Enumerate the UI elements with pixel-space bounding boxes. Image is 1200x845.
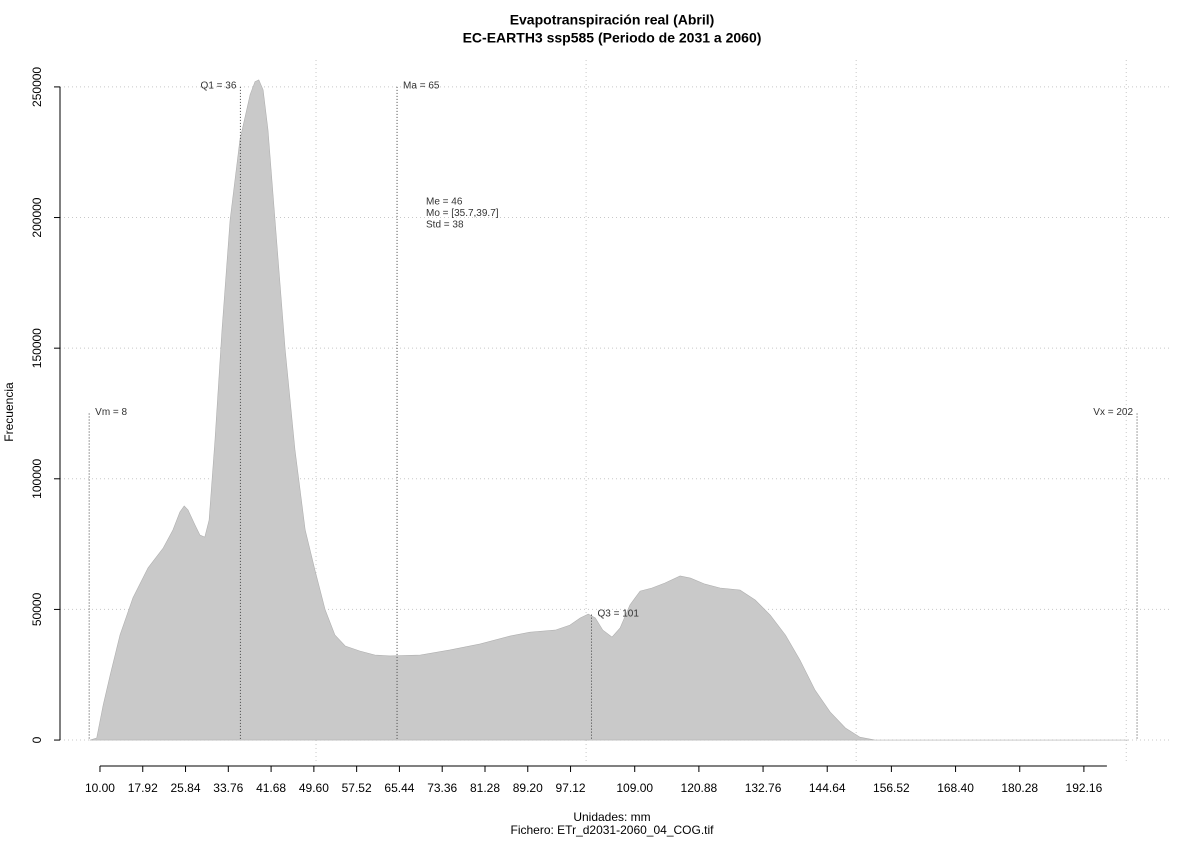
x-tick-label: 33.76 <box>213 781 243 795</box>
x-tick-label: 49.60 <box>299 781 329 795</box>
x-tick-label: 81.28 <box>470 781 500 795</box>
x-tick-label: 57.52 <box>342 781 372 795</box>
y-tick-label: 200000 <box>30 197 44 237</box>
x-tick-label: 109.00 <box>616 781 653 795</box>
y-axis-label: Frecuencia <box>2 382 16 442</box>
x-tick-label: 156.52 <box>873 781 910 795</box>
x-tick-label: 97.12 <box>556 781 586 795</box>
chart-subtitle: EC-EARTH3 ssp585 (Periodo de 2031 a 2060… <box>463 30 762 46</box>
x-tick-label: 192.16 <box>1066 781 1103 795</box>
marker-label: Vm = 8 <box>95 407 127 418</box>
x-tick-label: 132.76 <box>745 781 782 795</box>
density-area <box>89 79 1129 741</box>
y-tick-label: 250000 <box>30 67 44 107</box>
y-tick-label: 0 <box>30 736 44 743</box>
marker-label: Q3 = 101 <box>598 608 640 619</box>
stat-label: Me = 46 <box>426 197 463 208</box>
x-tick-label: 144.64 <box>809 781 846 795</box>
x-tick-label: 17.92 <box>128 781 158 795</box>
y-tick-label: 150000 <box>30 328 44 368</box>
marker-label: Vx = 202 <box>1093 407 1133 418</box>
x-tick-label: 41.68 <box>256 781 286 795</box>
x-tick-label: 65.44 <box>384 781 414 795</box>
x-tick-label: 120.88 <box>681 781 718 795</box>
x-tick-label: 73.36 <box>427 781 457 795</box>
x-tick-label: 89.20 <box>513 781 543 795</box>
x-tick-label: 10.00 <box>85 781 115 795</box>
y-tick-label: 50000 <box>30 592 44 626</box>
y-tick-label: 100000 <box>30 458 44 498</box>
marker-label: Ma = 65 <box>403 81 440 92</box>
marker-label: Q1 = 36 <box>201 81 237 92</box>
stat-label: Std = 38 <box>426 220 464 231</box>
x-tick-label: 180.28 <box>1001 781 1038 795</box>
chart-title: Evapotranspiración real (Abril) <box>510 12 715 28</box>
x-tick-label: 168.40 <box>937 781 974 795</box>
x-axis-label: Unidades: mm <box>573 810 650 824</box>
caption: Fichero: ETr_d2031-2060_04_COG.tif <box>511 823 715 837</box>
x-tick-label: 25.84 <box>171 781 201 795</box>
stat-label: Mo = [35.7,39.7] <box>426 208 499 219</box>
